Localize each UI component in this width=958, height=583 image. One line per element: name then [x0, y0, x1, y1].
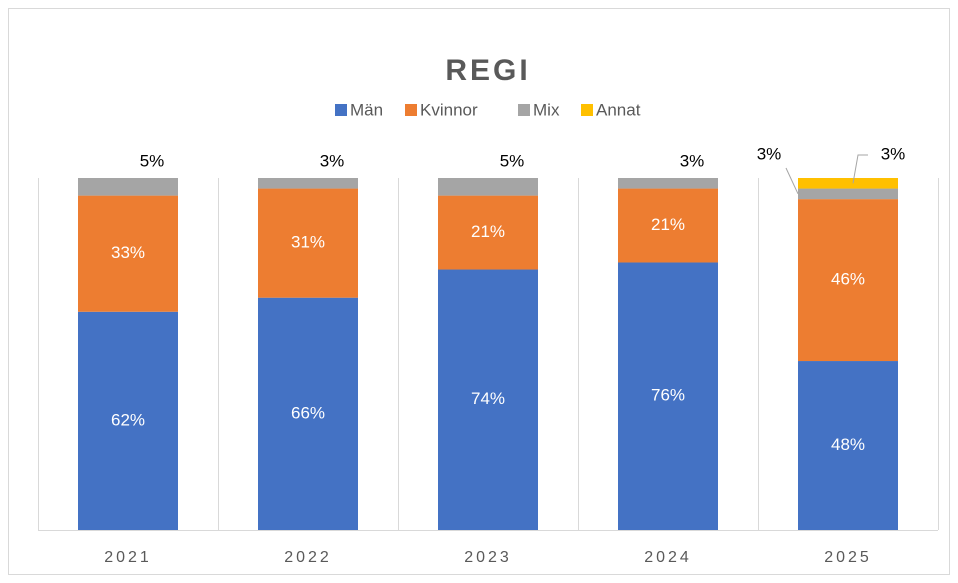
bar-segment — [618, 178, 718, 189]
data-label: 76% — [651, 386, 685, 405]
bar-segment — [438, 269, 538, 530]
bar-segment — [78, 195, 178, 312]
bar-segment — [258, 178, 358, 189]
leader-line — [852, 154, 868, 184]
bar-segment — [618, 262, 718, 530]
bar-segment — [258, 297, 358, 530]
x-tick-label: 2025 — [824, 549, 872, 566]
legend-swatch — [335, 104, 347, 116]
bar-segment — [618, 188, 718, 263]
legend-swatch — [518, 104, 530, 116]
legend-swatch — [581, 104, 593, 116]
leader-line — [785, 167, 799, 195]
data-label: 3% — [320, 151, 345, 170]
legend-label: Kvinnor — [420, 100, 478, 119]
bar-segment — [78, 311, 178, 530]
data-label: 3% — [680, 151, 705, 170]
bar-segment — [798, 361, 898, 530]
data-label: 31% — [291, 233, 325, 252]
chart-title: REGI — [445, 54, 530, 87]
legend-label: Mix — [533, 100, 560, 119]
bar-segment — [78, 178, 178, 196]
x-tick-label: 2022 — [284, 549, 332, 566]
legend-label: Män — [350, 100, 383, 119]
legend-swatch — [405, 104, 417, 116]
data-label: 46% — [831, 270, 865, 289]
data-label: 5% — [140, 151, 165, 170]
bar-segment — [798, 178, 898, 189]
x-tick-label: 2021 — [104, 549, 152, 566]
bar-segment — [798, 188, 898, 200]
bar-segment — [258, 188, 358, 298]
bar-segment — [438, 195, 538, 270]
data-label: 33% — [111, 243, 145, 262]
x-tick-label: 2024 — [644, 549, 692, 566]
data-label: 74% — [471, 389, 505, 408]
data-label: 21% — [651, 215, 685, 234]
legend-label: Annat — [596, 100, 641, 119]
x-tick-label: 2023 — [464, 549, 512, 566]
data-label: 3% — [757, 144, 782, 163]
data-label: 21% — [471, 222, 505, 241]
data-label: 48% — [831, 435, 865, 454]
bar-segment — [798, 199, 898, 362]
data-label: 3% — [881, 144, 906, 163]
data-label: 5% — [500, 151, 525, 170]
data-label: 66% — [291, 403, 325, 422]
bar-segment — [438, 178, 538, 196]
data-label: 62% — [111, 410, 145, 429]
